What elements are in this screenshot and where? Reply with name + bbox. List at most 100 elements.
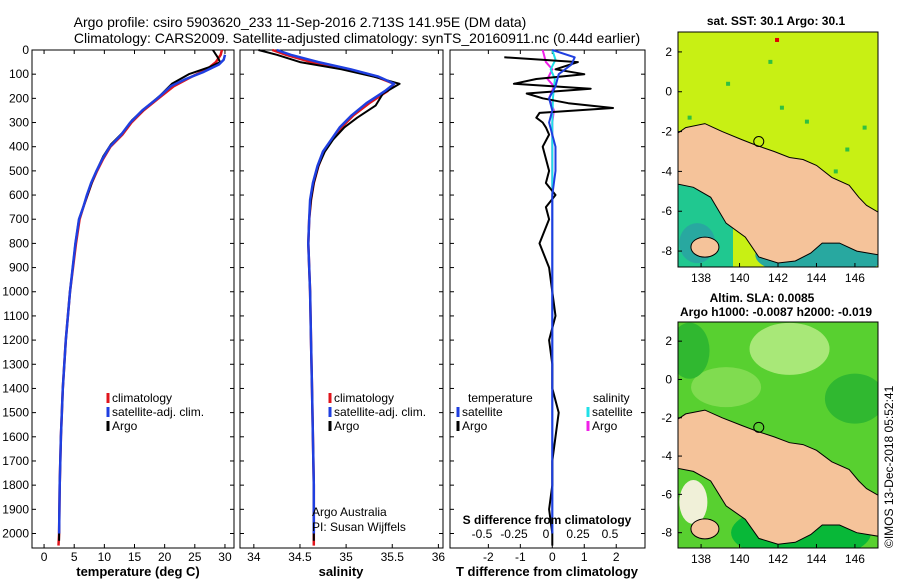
sla-lon-label: 138 <box>691 552 711 566</box>
sla-coast-marker <box>753 421 765 433</box>
depth-tick-label: 1200 <box>2 333 29 347</box>
differences-x-tick-label: 0 <box>549 550 556 564</box>
sst-lon-label: 140 <box>730 271 750 285</box>
sla-low-1 <box>824 373 878 424</box>
argo-position-marker <box>775 37 780 42</box>
sst-pixel <box>845 147 850 152</box>
differences-x-tick-label: -2 <box>483 550 494 564</box>
sdiff-tick-label: 0.25 <box>566 527 590 541</box>
differences-x-tick-label: 2 <box>613 550 620 564</box>
sla-land-island <box>690 518 720 540</box>
sst-lat-label: -4 <box>661 164 672 178</box>
salinity-x-tick-label: 34 <box>247 550 261 564</box>
title-line-2: Climatology: CARS2009. Satellite-adjuste… <box>74 30 640 46</box>
temperature-x-tick-label: 25 <box>188 550 202 564</box>
pi-credit-2: PI: Susan Wijffels <box>312 520 406 534</box>
sst-pixel <box>687 115 692 120</box>
sdiff-tick-label: 0.5 <box>602 527 619 541</box>
sla-high-2 <box>691 367 762 408</box>
sla-white-patch <box>679 480 708 525</box>
sla-low-2 <box>678 322 710 379</box>
sla-lat-label: 2 <box>665 334 672 348</box>
sdiff-tick-label: -0.25 <box>500 527 528 541</box>
temperature-x-tick-label: 30 <box>218 550 232 564</box>
salinity-x-tick-label: 34.5 <box>288 550 312 564</box>
depth-tick-label: 1000 <box>2 285 29 299</box>
depth-tick-label: 1300 <box>2 357 29 371</box>
salinity-x-tick-label: 36 <box>432 550 446 564</box>
temperature-panel: 0100200300400500600700800900100011001200… <box>2 43 235 564</box>
sst-coast-marker <box>753 136 765 148</box>
legend-label-sal-climatology: climatology <box>334 391 394 405</box>
differences-x-tick-label: 1 <box>581 550 588 564</box>
legend-label-tdiff-argo: Argo <box>462 419 488 433</box>
temperature-x-tick-label: 0 <box>41 550 48 564</box>
depth-tick-label: 1500 <box>2 406 29 420</box>
depth-tick-label: 0 <box>22 43 29 57</box>
sst-pixel <box>833 169 838 174</box>
depth-tick-label: 100 <box>9 67 29 81</box>
temperature-x-tick-label: 20 <box>158 550 172 564</box>
sst-lon-label: 138 <box>691 271 711 285</box>
sst-pixel <box>862 125 867 130</box>
sst-lon-label: 144 <box>806 271 826 285</box>
legend-label-temp-argo: Argo <box>112 419 138 433</box>
sla-lat-label: -4 <box>661 449 672 463</box>
sla-lon-label: 144 <box>806 552 826 566</box>
legend-label-sal-satellite: satellite-adj. clim. <box>334 405 426 419</box>
sla-lat-label: 0 <box>665 372 672 386</box>
legend-label-temp-satellite: satellite-adj. clim. <box>112 405 204 419</box>
depth-tick-label: 1800 <box>2 478 29 492</box>
depth-tick-label: 1400 <box>2 381 29 395</box>
salinity-x-tick-label: 35 <box>339 550 353 564</box>
legend-label-sal-argo: Argo <box>334 419 360 433</box>
sla-contents <box>678 322 878 548</box>
depth-tick-label: 500 <box>9 164 29 178</box>
temperature-frame <box>31 49 235 549</box>
sst-lat-label: 0 <box>665 85 672 99</box>
t-diff-axis-label: T difference from climatology <box>456 564 639 579</box>
sla-land-new-guinea <box>678 409 878 545</box>
sst-contents <box>678 32 878 267</box>
differences-x-tick-label: -1 <box>515 550 526 564</box>
depth-tick-label: 200 <box>9 91 29 105</box>
legend-label-tdiff-satellite: satellite <box>462 405 503 419</box>
sla-lat-label: -8 <box>661 526 672 540</box>
sst-lat-label: -2 <box>661 125 672 139</box>
sla-lat-label: -2 <box>661 411 672 425</box>
salinity-diff-axis-label: S difference from climatology <box>463 513 632 527</box>
sla-lon-label: 140 <box>730 552 750 566</box>
depth-tick-label: 1600 <box>2 430 29 444</box>
temperature-axis-label: temperature (deg C) <box>76 564 200 579</box>
sla-map-panel: 138 140 142 144 146 2 0 -2 -4 -6 -8 <box>661 321 879 566</box>
depth-tick-label: 700 <box>9 212 29 226</box>
series-temp-satellite <box>57 54 227 534</box>
series-tdiff-satellite <box>548 49 576 534</box>
legend-label-sdiff-argo: Argo <box>592 419 618 433</box>
sla-lon-label: 142 <box>768 552 788 566</box>
sst-lat-label: -6 <box>661 204 672 218</box>
depth-tick-label: 300 <box>9 116 29 130</box>
sdiff-tick-label: -0.5 <box>472 527 493 541</box>
pi-credit-1: Argo Australia <box>312 505 387 519</box>
sla-lat-label: -6 <box>661 487 672 501</box>
series-sal-satellite <box>276 48 396 534</box>
salinity-x-tick-label: 35.5 <box>381 550 405 564</box>
title-line-1: Argo profile: csiro 5903620_233 11-Sep-2… <box>74 14 527 30</box>
sst-lat-label: 2 <box>665 45 672 59</box>
sst-land-island <box>690 236 720 258</box>
sst-lat-label: -8 <box>661 244 672 258</box>
sst-pixel <box>804 119 809 124</box>
sst-pixel <box>768 59 773 64</box>
temperature-x-tick-label: 15 <box>128 550 142 564</box>
differences-frame <box>449 49 646 549</box>
temperature-x-tick-label: 10 <box>98 550 112 564</box>
depth-tick-label: 900 <box>9 261 29 275</box>
legend-heading-salinity: salinity <box>593 391 630 405</box>
legend-heading-temperature: temperature <box>468 391 533 405</box>
sdiff-tick-label: 0 <box>543 527 550 541</box>
map-sla-title-2: Argo h1000: -0.0087 h2000: -0.019 <box>680 305 872 319</box>
depth-tick-label: 800 <box>9 236 29 250</box>
